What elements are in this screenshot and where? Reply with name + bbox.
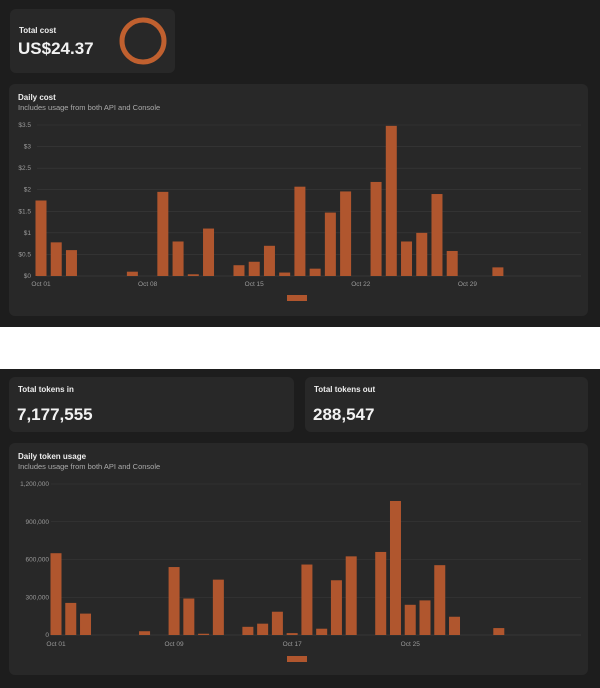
- bar: [286, 633, 298, 635]
- bar: [263, 245, 275, 276]
- daily-cost-subtitle: Includes usage from both API and Console: [18, 103, 161, 112]
- y-tick-label: 600,000: [26, 557, 50, 564]
- bar: [401, 241, 413, 276]
- bar: [324, 212, 336, 276]
- bar: [385, 125, 397, 276]
- bar: [257, 623, 269, 635]
- total-cost-card: Total cost US$24.37: [10, 9, 175, 73]
- y-tick-label: $0.5: [18, 251, 31, 258]
- bar: [203, 228, 215, 276]
- bar: [492, 267, 504, 276]
- tokens-in-card: Total tokens in 7,177,555: [9, 377, 294, 432]
- bar: [157, 191, 169, 276]
- bar: [416, 232, 428, 276]
- daily-token-title: Daily token usage: [18, 452, 87, 461]
- bar: [212, 579, 224, 635]
- tokens-out-card: Total tokens out 288,547: [305, 377, 588, 432]
- bar: [389, 500, 401, 635]
- x-tick-label: Oct 01: [31, 281, 51, 288]
- x-tick-label: Oct 09: [165, 641, 185, 648]
- bar: [431, 194, 443, 276]
- bar: [301, 564, 313, 635]
- total-cost-label: Total cost: [19, 26, 57, 35]
- bar: [183, 598, 195, 635]
- bar: [80, 613, 92, 635]
- x-tick-label: Oct 29: [458, 281, 478, 288]
- bar: [139, 631, 151, 635]
- x-tick-label: Oct 01: [46, 641, 66, 648]
- bar: [404, 604, 416, 635]
- bar: [345, 556, 357, 635]
- bar: [50, 553, 62, 635]
- bar: [198, 633, 210, 635]
- daily-cost-card: Daily cost Includes usage from both API …: [9, 84, 588, 316]
- tokens-in-value: 7,177,555: [17, 405, 93, 424]
- bar: [126, 271, 138, 276]
- bar: [248, 261, 260, 276]
- x-tick-label: Oct 08: [138, 281, 158, 288]
- bar: [172, 241, 184, 276]
- daily-token-chart: 0 300,000 600,000 900,000 1,200,000 Oct 01 Oct…: [20, 481, 581, 662]
- tokens-out-label: Total tokens out: [314, 385, 376, 394]
- bar: [370, 181, 382, 276]
- x-tick-label: Oct 22: [351, 281, 371, 288]
- y-tick-label: 0: [45, 632, 49, 639]
- y-tick-label: 900,000: [26, 519, 50, 526]
- bar: [187, 274, 199, 276]
- y-tick-label: $2: [24, 187, 32, 194]
- x-tick-label: Oct 17: [283, 641, 303, 648]
- daily-token-subtitle: Includes usage from both API and Console: [18, 462, 161, 471]
- legend-swatch: [287, 295, 307, 301]
- bar: [419, 600, 431, 635]
- bar: [340, 191, 352, 276]
- tokens-out-value: 288,547: [313, 405, 375, 424]
- bar: [449, 616, 461, 635]
- tokens-in-label: Total tokens in: [18, 385, 74, 394]
- bar: [375, 551, 387, 635]
- bar: [279, 272, 291, 276]
- bar: [271, 611, 283, 635]
- y-tick-label: 1,200,000: [20, 481, 49, 488]
- bar: [493, 628, 505, 635]
- legend-swatch: [287, 656, 307, 662]
- y-tick-label: $1.5: [18, 208, 31, 215]
- bar: [50, 242, 62, 276]
- total-cost-value: US$24.37: [18, 39, 94, 58]
- bar: [242, 626, 254, 635]
- daily-cost-title: Daily cost: [18, 93, 56, 102]
- daily-token-card: Daily token usage Includes usage from bo…: [9, 443, 588, 675]
- bar: [434, 565, 446, 635]
- x-tick-label: Oct 25: [401, 641, 421, 648]
- bar: [316, 628, 328, 635]
- donut-ring: [119, 17, 167, 65]
- bar: [65, 250, 77, 276]
- y-tick-label: $3.5: [18, 122, 31, 129]
- y-tick-label: $3: [24, 144, 32, 151]
- y-tick-label: 300,000: [26, 594, 50, 601]
- bar: [35, 200, 47, 276]
- bar: [446, 250, 458, 276]
- x-tick-label: Oct 15: [245, 281, 265, 288]
- bar: [294, 186, 306, 276]
- bar: [168, 567, 180, 635]
- bar: [65, 602, 77, 635]
- bar: [309, 268, 321, 276]
- y-tick-label: $2.5: [18, 165, 31, 172]
- y-tick-label: $1: [24, 230, 32, 237]
- cost-donut-chart: [119, 17, 167, 65]
- cost-panel: Total cost US$24.37 Daily cost Includes …: [0, 0, 600, 327]
- daily-cost-chart: $0 $0.5 $1 $1.5 $2 $2.5 $3 $3.5 Oct 01 Oct 08 Oct …: [18, 122, 581, 301]
- bar: [330, 580, 342, 635]
- token-panel: Total tokens in 7,177,555 Total tokens o…: [0, 369, 600, 688]
- y-tick-label: $0: [24, 273, 32, 280]
- bar: [233, 265, 245, 276]
